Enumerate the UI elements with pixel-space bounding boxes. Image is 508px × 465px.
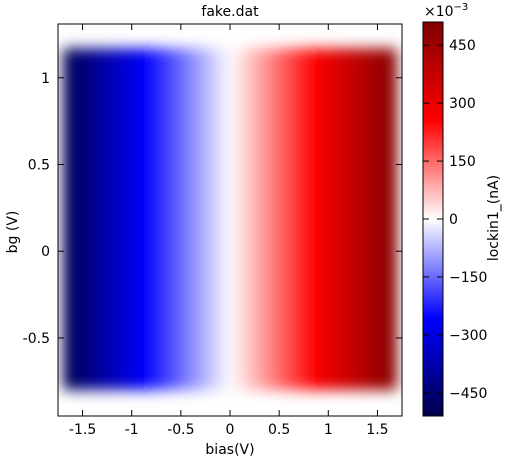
x-tick-label: -1 (125, 422, 139, 438)
x-tick-label: 0 (226, 422, 235, 438)
y-tick-label: -0.5 (23, 331, 50, 347)
y-axis-label: bg (V) (5, 211, 21, 254)
colorbar-ticks: −450 −300 −150 0 150 300 450 (423, 38, 487, 402)
colorbar-tick-label: −300 (449, 328, 487, 344)
colorbar-tick-label: −450 (449, 386, 487, 402)
x-tick-label: 0.5 (268, 422, 290, 438)
colorbar-multiplier: ×10−3 (424, 2, 468, 20)
x-tick-label: -0.5 (167, 422, 194, 438)
heatmap-image (62, 48, 398, 390)
y-tick-label: 0.5 (28, 157, 50, 173)
colorbar-multiplier-base: ×10 (424, 4, 454, 20)
x-tick-label: -1.5 (69, 422, 96, 438)
colorbar-tick-label: −150 (449, 270, 487, 286)
colorbar-multiplier-exponent: −3 (454, 2, 469, 13)
colorbar-tick-label: 450 (449, 38, 476, 54)
y-tick-label: 0 (41, 244, 50, 260)
x-axis-ticks: -1.5 -1 -0.5 0 0.5 1 1.5 (69, 24, 389, 438)
y-axis-ticks: -0.5 0 0.5 1 (23, 71, 402, 347)
plot-area: -1.5 -1 -0.5 0 0.5 1 1.5 -0.5 0 0.5 1 (23, 23, 403, 438)
colorbar-tick-label: 150 (449, 154, 476, 170)
x-axis-label: bias(V) (205, 442, 254, 458)
colorbar-tick-label: 0 (449, 212, 458, 228)
colorbar-label: lockin1_(nA) (486, 175, 502, 261)
y-tick-label: 1 (41, 71, 50, 87)
x-tick-label: 1 (324, 422, 333, 438)
colorbar-tick-label: 300 (449, 96, 476, 112)
chart-title: fake.dat (201, 4, 259, 20)
colorbar: −450 −300 −150 0 150 300 450 ×10−3 lockin1_(nA… (422, 2, 502, 417)
x-tick-label: 1.5 (366, 422, 388, 438)
